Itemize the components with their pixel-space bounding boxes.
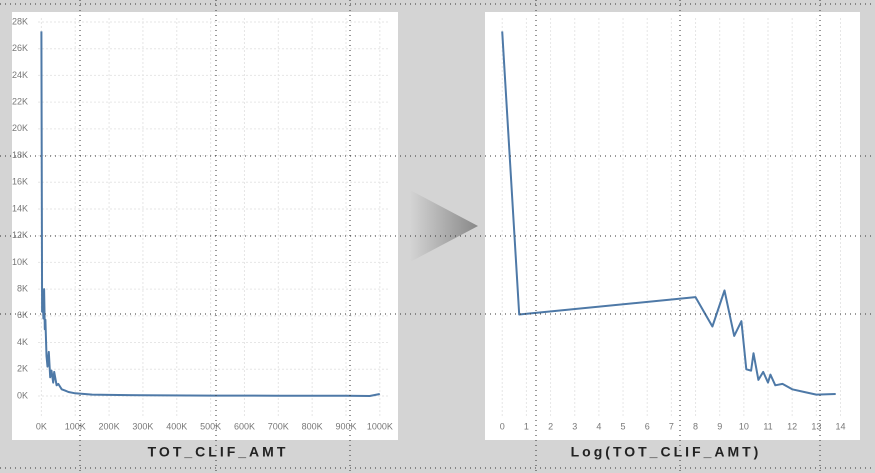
x-tick-label: 400K [166,421,187,431]
arrow [410,190,478,262]
left-panel [12,12,398,440]
x-tick-label: 500K [200,421,221,431]
y-tick-label: 6K [17,310,28,320]
x-axis-caption: TOT_CLIF_AMT [148,444,289,460]
x-tick-label: 5 [621,421,626,431]
y-tick-label: 2K [17,364,28,374]
y-tick-label: 0K [17,390,28,400]
y-tick-label: 28K [12,16,28,26]
x-tick-label: 300K [132,421,153,431]
x-tick-label: 6 [645,421,650,431]
y-tick-label: 14K [12,203,28,213]
plots: 0K 100K 200K 300K 400K 500K 600K 700K 800K 900K 10… [12,16,846,459]
x-tick-label: 1 [524,421,529,431]
x-tick-label: 600K [234,421,255,431]
y-tick-label: 16K [12,177,28,187]
x-tick-label: 0 [500,421,505,431]
x-tick-label: 8 [693,421,698,431]
x-tick-label: 10 [739,421,749,431]
x-tick-label: 12 [787,421,797,431]
y-tick-label: 8K [17,283,28,293]
y-tick-label: 22K [12,97,28,107]
x-tick-label: 13 [811,421,821,431]
data-line [501,31,836,396]
data-line [40,31,380,397]
x-tick-label: 800K [302,421,323,431]
y-tick-label: 4K [17,337,28,347]
x-tick-label: 11 [763,421,772,431]
y-tick-label: 12K [12,230,28,240]
y-tick-label: 10K [12,257,28,267]
x-tick-label: 7 [669,421,674,431]
x-tick-label: 200K [99,421,120,431]
x-tick-label: 3 [572,421,577,431]
y-tick-label: 26K [12,43,28,53]
x-tick-label: 14 [835,421,845,431]
x-tick-label: 9 [717,421,722,431]
x-tick-label: 2 [548,421,553,431]
x-tick-label: 0K [36,421,47,431]
x-tick-label: 100K [65,421,86,431]
x-tick-label: 1000K [367,421,393,431]
x-tick-label: 900K [335,421,356,431]
x-axis-caption: Log(TOT_CLIF_AMT) [571,444,762,460]
y-tick-label: 20K [12,123,28,133]
y-tick-label: 24K [12,70,28,80]
x-tick-label: 700K [268,421,289,431]
right-panel [485,12,860,440]
x-tick-label: 4 [596,421,601,431]
y-tick-label: 18K [12,150,28,160]
